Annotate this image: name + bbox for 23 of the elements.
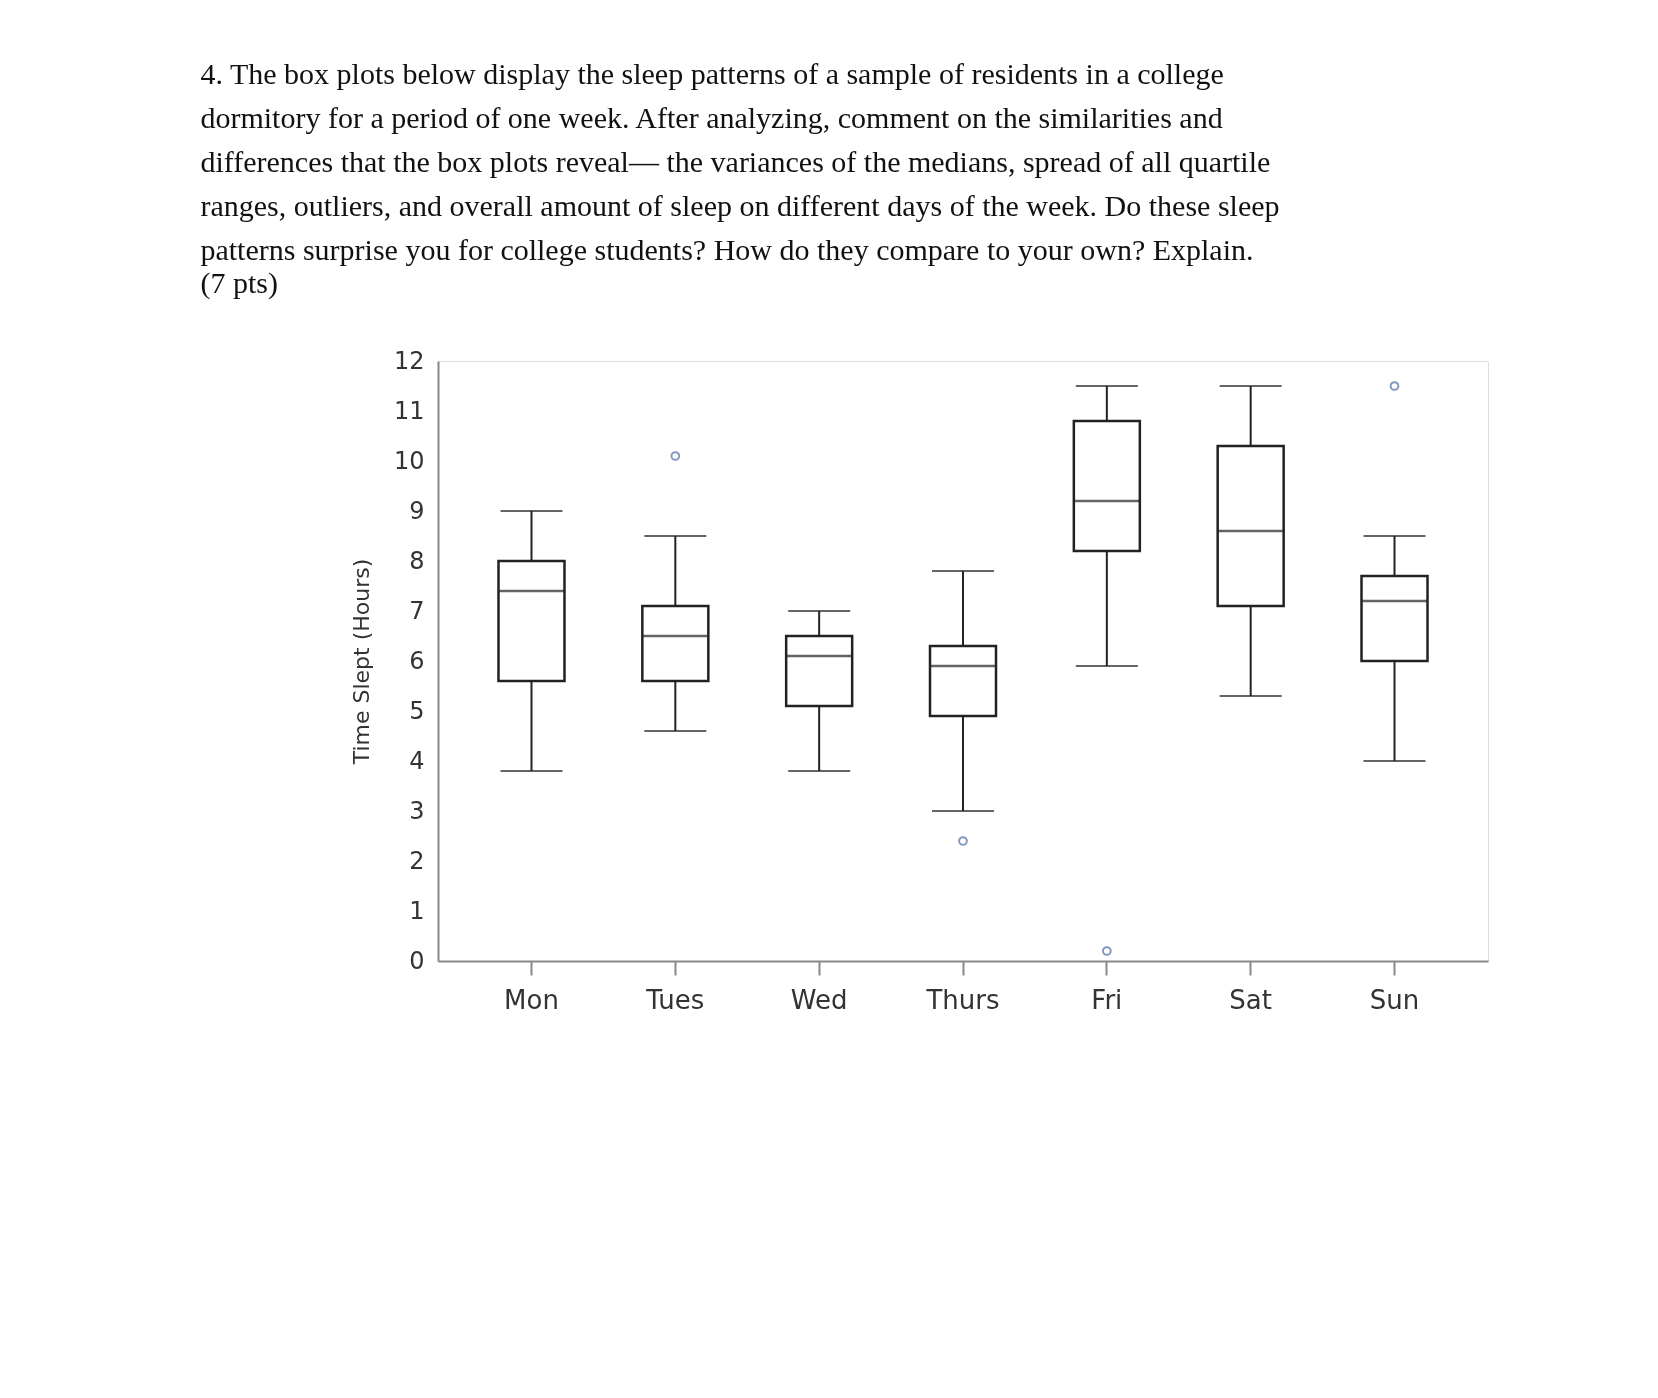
y-tick-label: 2 (409, 846, 425, 875)
y-tick-label: 7 (409, 596, 425, 625)
y-tick-label: 11 (393, 396, 425, 425)
y-tick-label: 1 (409, 896, 425, 925)
y-tick-label: 8 (409, 546, 425, 575)
y-tick-label: 6 (409, 646, 425, 675)
y-tick-label: 5 (409, 696, 425, 725)
chart-title: 4. The box plots below display the sleep patterns of a sample of residents in a college dormitory for a period of one week. After analyzing, comment on the similarities and differences that the box plots reveal— the variances of the medians, spread of all quartile ranges, outliers, and overall amount of sleep on different days of the week. Do these sleep patterns surprise you for college students? How do they compare to your own? Explain. (200, 57, 1280, 266)
y-tick-label: 4 (409, 746, 425, 775)
x-tick-label: Mon (504, 984, 559, 1015)
x-tick-label: Wed (790, 984, 848, 1015)
x-tick-label: Sat (1229, 984, 1272, 1015)
x-tick-label: Sun (1369, 984, 1420, 1015)
x-tick-label: Tues (645, 984, 705, 1015)
y-tick-label: 10 (393, 446, 425, 475)
x-tick-label: Fri (1091, 984, 1123, 1015)
text: (7 pts) (200, 266, 278, 300)
x-tick-label: Thurs (925, 984, 1000, 1015)
y-tick-label: 12 (393, 346, 425, 375)
y-tick-label: 0 (409, 946, 425, 975)
y-axis-title: Time Slept (Hours) (348, 558, 374, 766)
y-tick-label: 3 (409, 796, 425, 825)
y-tick-label: 9 (409, 496, 425, 525)
